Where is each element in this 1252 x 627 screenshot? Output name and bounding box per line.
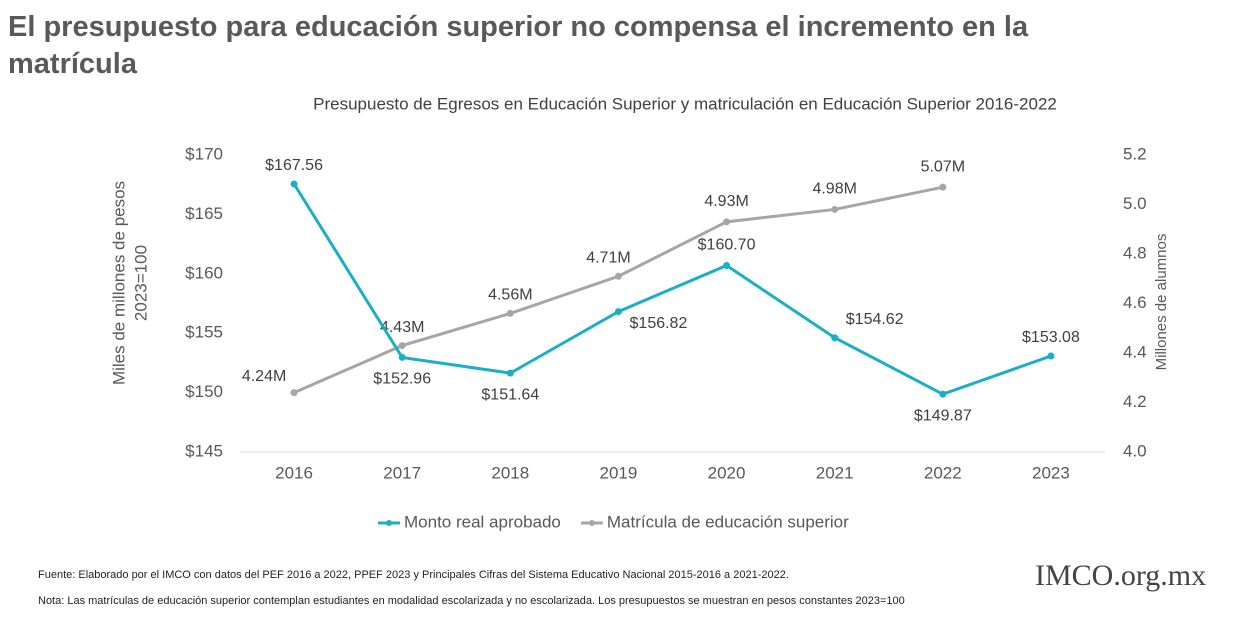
title-line: El presupuesto para educación superior n… (8, 11, 1029, 43)
point (939, 183, 947, 191)
data-label: $156.82 (630, 315, 688, 332)
data-label: $167.56 (265, 157, 323, 174)
note: Nota: Las matrículas de educación superi… (38, 595, 905, 607)
point (939, 390, 947, 398)
y-tick-label: $170 (185, 144, 223, 163)
x-tick-label: 2023 (1032, 463, 1070, 482)
y2-tick-label: 4.4 (1123, 342, 1147, 361)
y-tick-label: $160 (185, 263, 223, 282)
y-axis-label: Miles de millones de pesos (109, 181, 128, 385)
data-label: $153.08 (1022, 329, 1080, 346)
y2-tick-label: 4.8 (1123, 243, 1147, 262)
x-tick-label: 2019 (600, 463, 638, 482)
data-label: 4.98M (812, 181, 856, 198)
source: Fuente: Elaborado por el IMCO con datos … (38, 569, 789, 581)
point (506, 309, 514, 317)
data-label: $160.70 (698, 237, 756, 254)
x-tick-label: 2022 (924, 463, 962, 482)
x-tick-label: 2018 (491, 463, 529, 482)
data-label: $149.87 (914, 407, 972, 424)
y-tick-label: $165 (185, 204, 223, 223)
data-label: $154.62 (846, 311, 904, 328)
y2-axis-label: Millones de alumnos (1153, 234, 1170, 371)
y-tick-label: $155 (185, 323, 223, 342)
y2-tick-label: 5.2 (1123, 144, 1147, 163)
y-axis-label: 2023=100 (131, 245, 150, 321)
x-tick-label: 2016 (275, 463, 313, 482)
x-tick-label: 2017 (383, 463, 421, 482)
point (290, 389, 298, 397)
data-label: 4.71M (586, 249, 630, 266)
legend-label: Matrícula de educación superior (607, 512, 849, 531)
y-tick-label: $145 (185, 441, 223, 460)
legend-swatch-dot (386, 520, 392, 526)
point (831, 334, 839, 342)
point (614, 308, 622, 316)
data-label: 4.24M (242, 368, 286, 385)
subtitle: Presupuesto de Egresos en Educación Supe… (313, 94, 1057, 113)
point (398, 342, 406, 350)
point (506, 369, 514, 377)
point (290, 180, 298, 188)
series-line (293, 185, 944, 394)
data-label: 4.93M (704, 193, 748, 210)
point (398, 353, 406, 361)
x-tick-label: 2021 (816, 463, 854, 482)
point (1047, 352, 1055, 360)
point (723, 261, 731, 269)
point (614, 272, 622, 280)
y-tick-label: $150 (185, 382, 223, 401)
x-tick-label: 2020 (708, 463, 746, 482)
legend-swatch-dot (588, 520, 595, 526)
title-line: matrícula (8, 48, 138, 80)
data-label: $151.64 (481, 386, 539, 403)
point (723, 218, 731, 226)
series-line (292, 183, 1052, 396)
chart-title: El presupuesto para educación superior n… (8, 11, 1029, 80)
y2-tick-label: 4.2 (1123, 392, 1147, 411)
data-label: 5.07M (921, 158, 965, 175)
legend-label: Monto real aprobado (404, 512, 561, 531)
y2-tick-label: 5.0 (1123, 194, 1147, 213)
y2-tick-label: 4.0 (1123, 441, 1147, 460)
y2-tick-label: 4.6 (1123, 293, 1147, 312)
data-label: $152.96 (373, 371, 431, 388)
logo: IMCO.org.mx (1035, 559, 1206, 592)
data-label: 4.56M (488, 287, 532, 304)
point (831, 205, 839, 213)
data-label: 4.43M (380, 319, 424, 336)
